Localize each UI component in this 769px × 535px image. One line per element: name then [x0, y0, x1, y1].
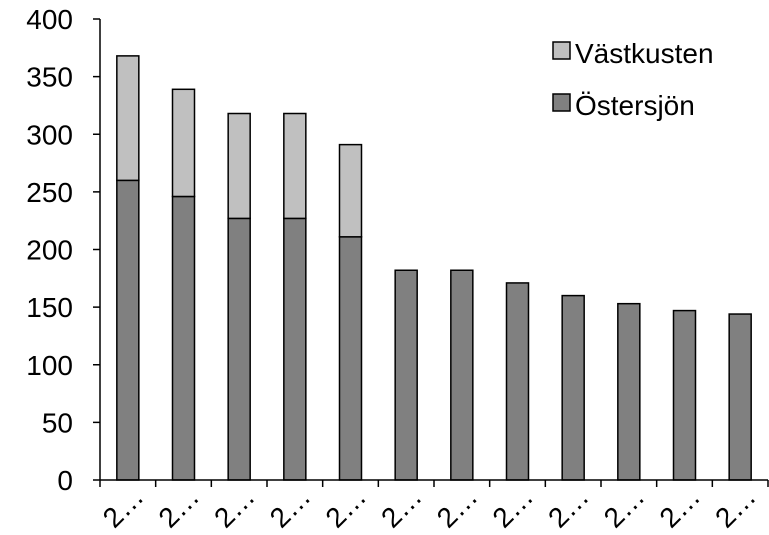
y-tick-label: 400: [26, 4, 73, 35]
bar-segment-vastkusten: [283, 112, 307, 220]
bar-segment-ostersjon: [672, 309, 697, 481]
x-axis: 2… 2… 2… 2… 2… 2… 2… 2… 2… 2… 2… 2…: [97, 479, 769, 534]
bar-segment-ostersjon: [116, 179, 140, 481]
bar-segment-ostersjon: [283, 217, 307, 481]
y-axis: 0 50 100 150 200 250 300 350 400: [26, 4, 101, 496]
y-tick-label: 0: [57, 465, 73, 496]
bar-segment-ostersjon: [561, 294, 585, 481]
y-tick-label: 50: [42, 407, 73, 438]
bar-segment-ostersjon: [338, 236, 363, 481]
x-tick-label: 2…: [653, 481, 706, 534]
y-tick-label: 250: [26, 177, 73, 208]
x-tick-label: 2…: [375, 481, 428, 534]
bar-segment-ostersjon: [394, 269, 418, 481]
bar-segment-vastkusten: [116, 55, 140, 182]
legend-swatch: [552, 93, 571, 112]
x-tick-label: 2…: [431, 481, 484, 534]
x-tick-label: 2…: [542, 481, 595, 534]
x-tick-label: 2…: [97, 481, 150, 534]
x-tick-label: 2…: [486, 481, 539, 534]
x-tick-label: 2…: [598, 481, 651, 534]
bar-segment-ostersjon: [617, 302, 641, 481]
legend-label: Västkusten: [575, 38, 714, 69]
legend: Västkusten Östersjön: [552, 38, 714, 121]
y-tick-label: 300: [26, 119, 73, 150]
y-tick-label: 200: [26, 235, 73, 266]
bar-segment-vastkusten: [227, 112, 251, 220]
bar-segment-ostersjon: [450, 269, 474, 481]
x-tick-label: 2…: [264, 481, 317, 534]
bars: [116, 55, 752, 481]
bar-segment-ostersjon: [505, 282, 530, 481]
bar-segment-vastkusten: [338, 143, 363, 238]
x-tick-label: 2…: [152, 481, 205, 534]
legend-label: Östersjön: [575, 90, 695, 121]
y-tick-label: 350: [26, 62, 73, 93]
legend-swatch: [552, 41, 571, 60]
bar-segment-vastkusten: [171, 88, 196, 198]
bar-segment-ostersjon: [728, 313, 752, 481]
y-tick-label: 150: [26, 292, 73, 323]
x-tick-label: 2…: [709, 481, 762, 534]
x-tick-label: 2…: [319, 481, 372, 534]
bar-segment-ostersjon: [171, 195, 196, 481]
y-tick-label: 100: [26, 350, 73, 381]
bar-segment-ostersjon: [227, 217, 251, 481]
x-tick-label: 2…: [208, 481, 261, 534]
